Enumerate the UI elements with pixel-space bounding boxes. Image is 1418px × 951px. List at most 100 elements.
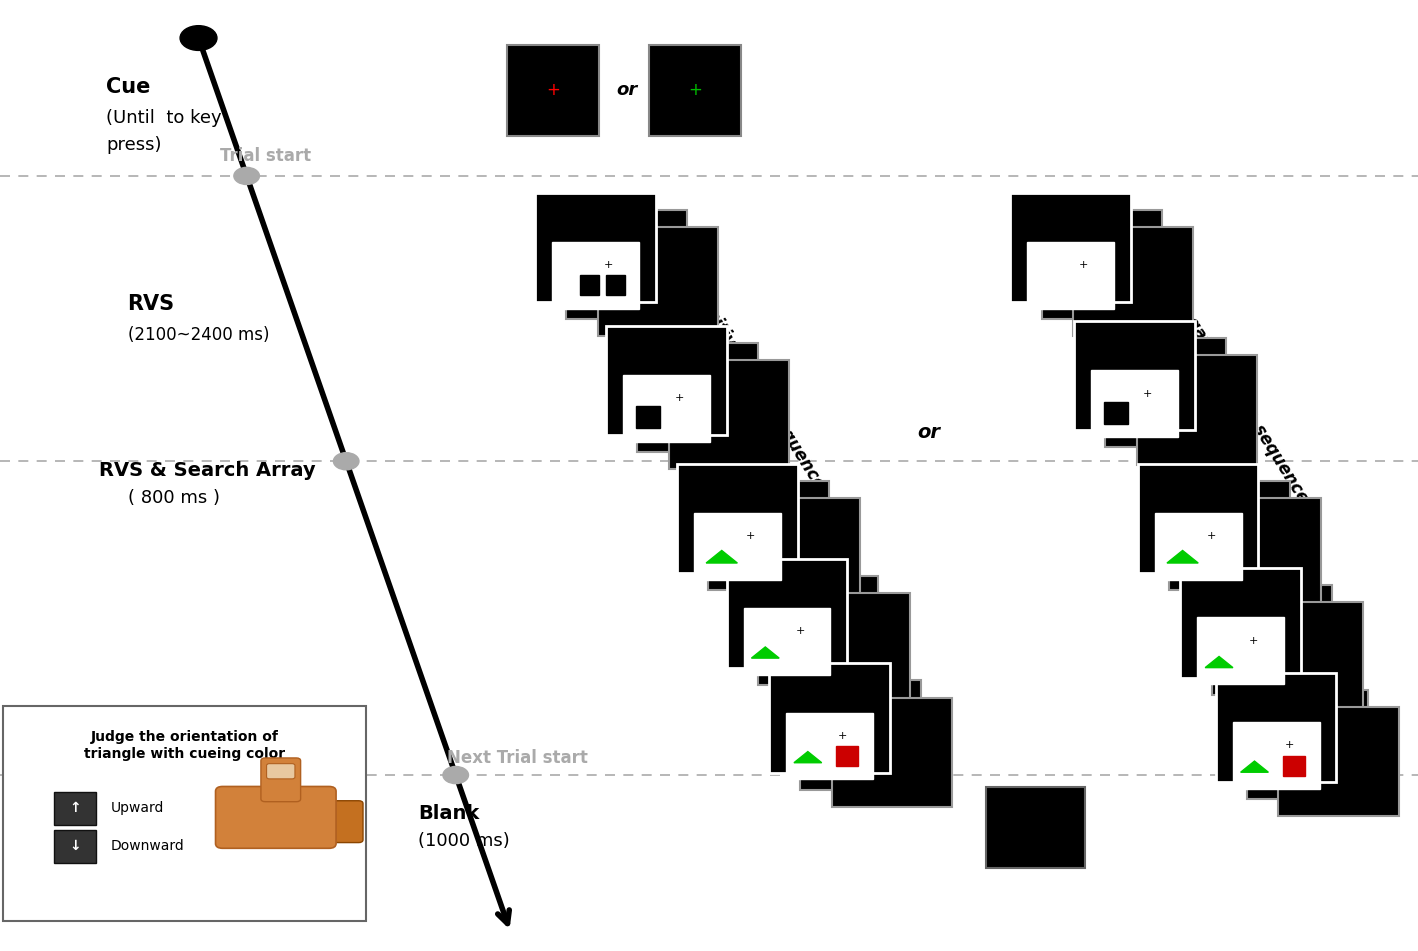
Text: +: +	[604, 261, 613, 270]
Text: ...: ...	[1259, 751, 1279, 770]
FancyBboxPatch shape	[1197, 617, 1285, 685]
FancyBboxPatch shape	[1215, 673, 1336, 782]
FancyBboxPatch shape	[678, 463, 797, 573]
FancyBboxPatch shape	[1279, 708, 1398, 816]
FancyBboxPatch shape	[986, 787, 1085, 867]
Text: +: +	[675, 394, 683, 403]
FancyBboxPatch shape	[769, 664, 891, 772]
Polygon shape	[752, 647, 778, 658]
FancyBboxPatch shape	[566, 210, 688, 320]
Text: Trial start: Trial start	[220, 147, 311, 165]
Text: +: +	[1143, 389, 1151, 398]
Polygon shape	[1241, 761, 1268, 772]
Text: +: +	[688, 82, 702, 99]
FancyBboxPatch shape	[1073, 227, 1194, 337]
Circle shape	[333, 453, 359, 470]
Text: or: or	[917, 423, 940, 442]
Text: (2100~2400 ms): (2100~2400 ms)	[128, 326, 269, 343]
Text: ...: ...	[543, 204, 563, 223]
Text: +: +	[1249, 636, 1258, 646]
FancyBboxPatch shape	[743, 608, 831, 675]
FancyBboxPatch shape	[1200, 498, 1322, 607]
FancyBboxPatch shape	[669, 360, 788, 470]
FancyBboxPatch shape	[508, 46, 598, 135]
Text: +: +	[795, 627, 804, 636]
Text: or: or	[617, 82, 637, 99]
FancyBboxPatch shape	[693, 513, 781, 580]
FancyBboxPatch shape	[1181, 569, 1300, 677]
FancyBboxPatch shape	[261, 758, 301, 802]
FancyBboxPatch shape	[1248, 690, 1367, 799]
FancyBboxPatch shape	[637, 343, 757, 453]
Text: Cue: Cue	[106, 77, 150, 98]
FancyBboxPatch shape	[54, 830, 96, 863]
Circle shape	[442, 767, 468, 784]
FancyBboxPatch shape	[1168, 481, 1290, 590]
FancyBboxPatch shape	[309, 801, 363, 843]
Text: Next Trial start: Next Trial start	[447, 749, 587, 767]
FancyBboxPatch shape	[727, 559, 848, 668]
Text: Upward: Upward	[111, 802, 164, 815]
Text: ...: ...	[635, 338, 655, 357]
Text: (Until  to key: (Until to key	[106, 109, 223, 126]
Text: +: +	[1207, 532, 1215, 541]
Text: +: +	[546, 82, 560, 99]
Text: ↑: ↑	[69, 802, 81, 815]
Text: Blank: Blank	[418, 804, 479, 823]
Text: +: +	[1285, 741, 1293, 750]
Text: ...: ...	[1103, 333, 1123, 352]
FancyBboxPatch shape	[1106, 339, 1225, 448]
FancyBboxPatch shape	[267, 764, 295, 779]
FancyBboxPatch shape	[740, 498, 859, 607]
FancyBboxPatch shape	[800, 681, 922, 789]
FancyBboxPatch shape	[790, 593, 910, 702]
Text: RVS: RVS	[128, 294, 174, 315]
FancyBboxPatch shape	[1041, 210, 1161, 320]
FancyBboxPatch shape	[649, 46, 740, 135]
FancyBboxPatch shape	[1137, 463, 1259, 573]
FancyBboxPatch shape	[1105, 401, 1129, 424]
FancyBboxPatch shape	[786, 712, 873, 780]
FancyBboxPatch shape	[1242, 603, 1363, 711]
FancyBboxPatch shape	[709, 481, 828, 590]
FancyBboxPatch shape	[552, 242, 640, 309]
FancyBboxPatch shape	[580, 275, 598, 296]
Circle shape	[234, 167, 259, 184]
FancyBboxPatch shape	[759, 576, 879, 685]
FancyBboxPatch shape	[623, 375, 710, 442]
Text: Negative phase sequence: Negative phase sequence	[1170, 293, 1312, 506]
Polygon shape	[1167, 551, 1198, 563]
Polygon shape	[706, 551, 737, 563]
FancyBboxPatch shape	[54, 792, 96, 825]
Text: press): press)	[106, 136, 162, 153]
Text: +: +	[1079, 261, 1088, 270]
Circle shape	[180, 26, 217, 50]
FancyBboxPatch shape	[1283, 755, 1305, 776]
Text: ...: ...	[805, 742, 825, 761]
FancyBboxPatch shape	[831, 698, 953, 806]
FancyBboxPatch shape	[637, 406, 661, 429]
FancyBboxPatch shape	[216, 786, 336, 848]
FancyBboxPatch shape	[3, 706, 366, 921]
Text: Positive phase sequence: Positive phase sequence	[689, 287, 828, 493]
Polygon shape	[1205, 656, 1232, 668]
Text: +: +	[746, 532, 754, 541]
FancyBboxPatch shape	[1075, 321, 1194, 430]
FancyBboxPatch shape	[1027, 242, 1115, 309]
Text: (1000 ms): (1000 ms)	[418, 832, 510, 849]
FancyBboxPatch shape	[605, 275, 625, 296]
FancyBboxPatch shape	[1232, 722, 1320, 789]
FancyBboxPatch shape	[1154, 513, 1242, 580]
Text: ( 800 ms ): ( 800 ms )	[128, 490, 220, 507]
FancyBboxPatch shape	[1010, 192, 1132, 302]
Text: +: +	[838, 731, 847, 741]
FancyBboxPatch shape	[1211, 586, 1333, 694]
Polygon shape	[794, 751, 821, 763]
Text: ...: ...	[1025, 204, 1045, 223]
FancyBboxPatch shape	[535, 192, 655, 302]
Text: Judge the orientation of
triangle with cueing color: Judge the orientation of triangle with c…	[84, 730, 285, 761]
FancyBboxPatch shape	[1137, 356, 1256, 465]
Text: ↓: ↓	[69, 840, 81, 853]
Text: RVS & Search Array: RVS & Search Array	[99, 461, 316, 480]
FancyBboxPatch shape	[605, 325, 726, 436]
